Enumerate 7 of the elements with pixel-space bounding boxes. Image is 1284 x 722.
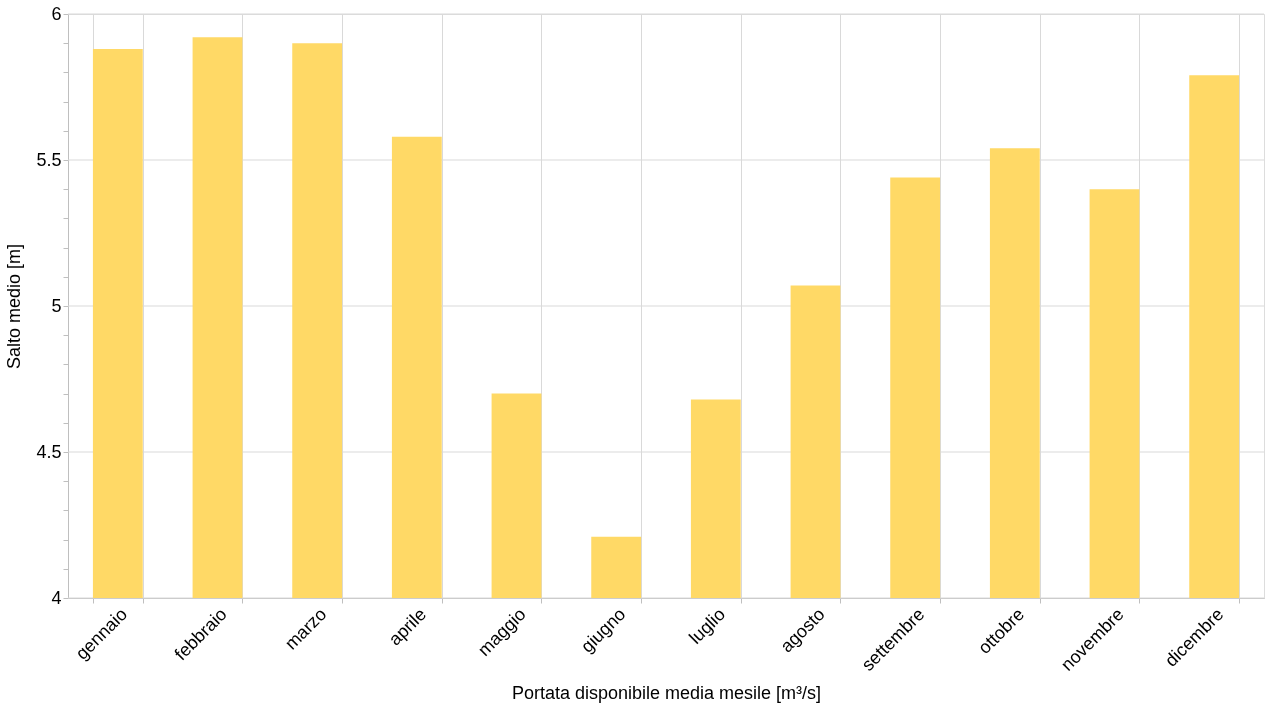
y-tick-label: 4 <box>51 587 62 608</box>
y-axis-title: Salto medio [m] <box>4 243 25 370</box>
y-tick-label: 4.5 <box>36 441 62 462</box>
y-tick-label: 5.5 <box>36 149 62 170</box>
x-axis-title: Portata disponibile media mesile [m³/s] <box>511 682 822 703</box>
y-tick-label: 5 <box>51 295 62 316</box>
y-tick-label: 6 <box>51 3 62 24</box>
